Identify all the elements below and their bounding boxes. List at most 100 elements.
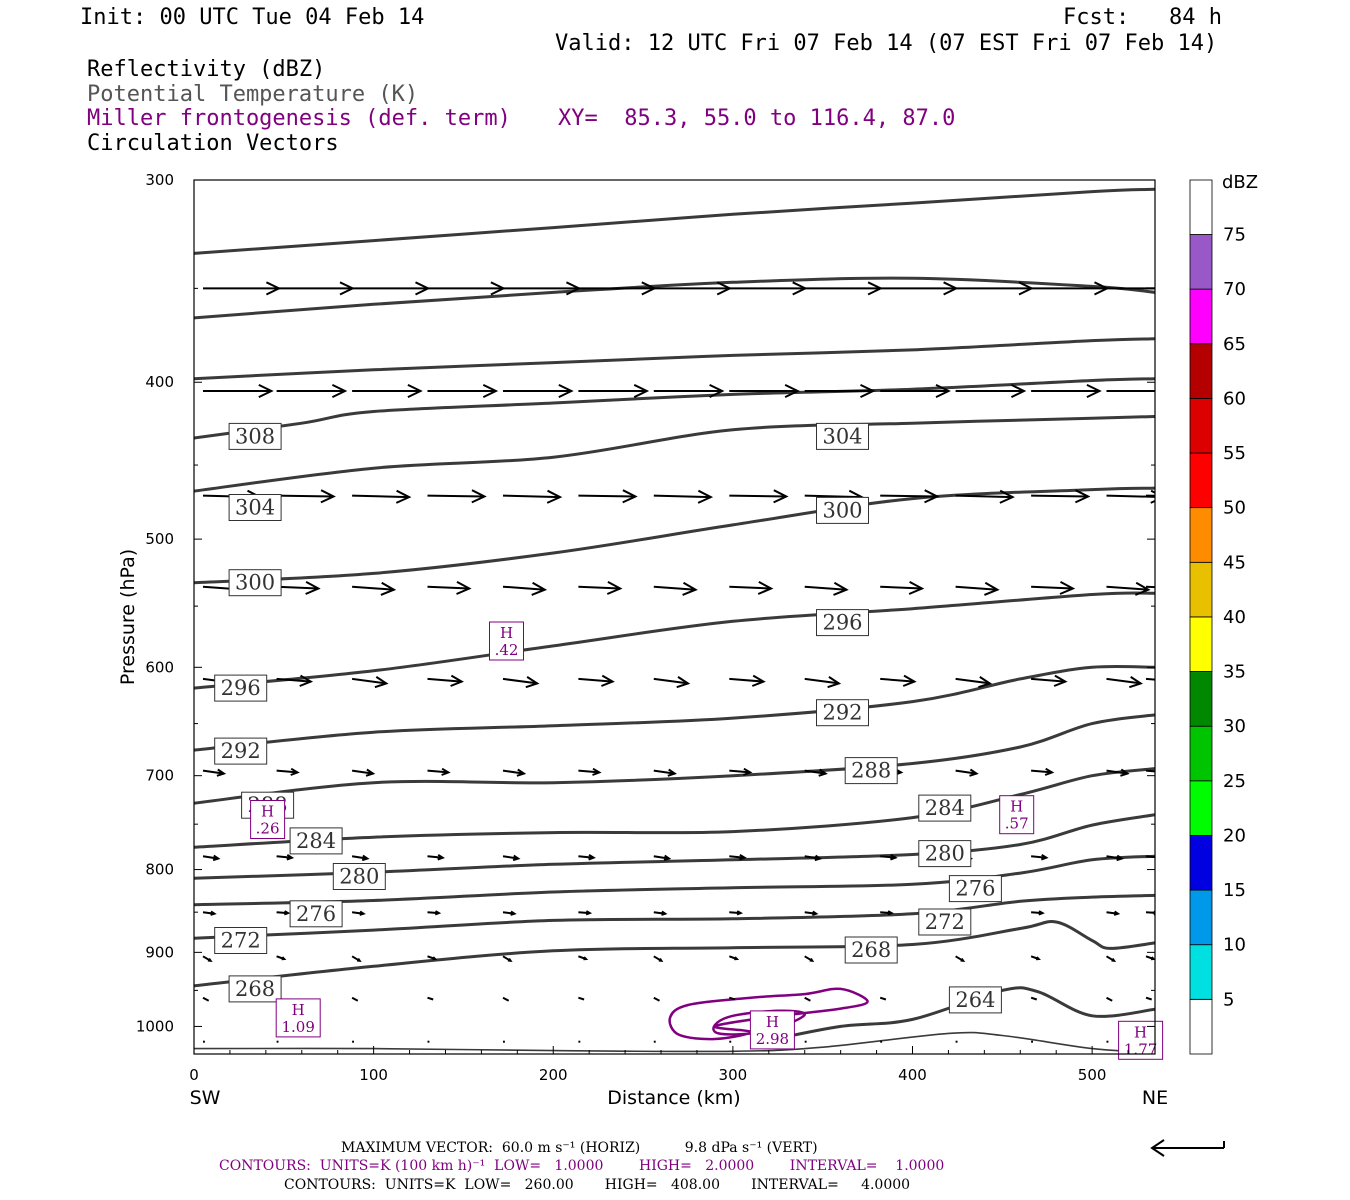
colorbar-swatch xyxy=(1189,835,1213,891)
y-tick-label: 1000 xyxy=(136,1017,174,1035)
fronto-contour-note: CONTOURS: UNITS=K (100 km h)⁻¹ LOW= 1.00… xyxy=(219,1158,945,1174)
colorbar-swatch xyxy=(1189,234,1213,290)
theta-contour-308 xyxy=(194,377,1155,440)
theta-contour-label: 288 xyxy=(844,757,898,785)
theta-contour-note: CONTOURS: UNITS=K LOW= 260.00 HIGH= 408.… xyxy=(284,1177,911,1193)
theta-contour-label: 268 xyxy=(228,975,282,1003)
circulation-vector xyxy=(351,955,362,963)
y-tick-label: 300 xyxy=(145,171,174,189)
svg-text:308: 308 xyxy=(235,424,275,448)
circulation-vector xyxy=(352,489,412,504)
field-circulation-vectors: Circulation Vectors xyxy=(87,131,339,156)
y-tick-label: 400 xyxy=(145,373,174,391)
colorbar-title: dBZ xyxy=(1222,172,1258,193)
circulation-vector xyxy=(352,383,423,399)
x-tick-label: 500 xyxy=(1078,1066,1107,1084)
svg-text:300: 300 xyxy=(822,498,862,522)
circulation-vector xyxy=(1105,955,1117,963)
circulation-vector xyxy=(202,996,210,1002)
circulation-vector xyxy=(427,996,434,1001)
circulation-vector xyxy=(1031,674,1068,687)
circulation-vector xyxy=(653,996,660,1002)
svg-text:296: 296 xyxy=(221,676,261,700)
circulation-vector xyxy=(879,996,887,1001)
circulation-vector xyxy=(427,581,472,595)
theta-contour-label: 280 xyxy=(332,863,386,890)
colorbar-level-label: 55 xyxy=(1223,443,1246,464)
theta-contour-304 xyxy=(194,415,1155,493)
circulation-vector xyxy=(1031,489,1091,504)
theta-contour-label: 268 xyxy=(844,936,898,964)
colorbar-level-label: 35 xyxy=(1223,662,1246,683)
y-tick-label: 600 xyxy=(145,658,174,676)
circulation-vector xyxy=(880,383,951,399)
circulation-vector xyxy=(502,854,521,862)
colorbar-level-label: 15 xyxy=(1223,880,1246,901)
circulation-vector xyxy=(880,674,917,687)
circulation-vector xyxy=(1145,855,1155,859)
circulation-vector xyxy=(804,955,815,963)
circulation-vector xyxy=(276,955,287,961)
circulation-vector xyxy=(202,854,221,862)
theta-contour-label: 284 xyxy=(289,827,343,855)
svg-text:292: 292 xyxy=(822,701,862,725)
field-frontogenesis: Miller frontogenesis (def. term) xyxy=(87,106,511,131)
circulation-vector xyxy=(578,955,589,961)
circulation-vector xyxy=(351,854,370,862)
circulation-vector xyxy=(804,768,828,777)
colorbar-swatch xyxy=(1189,288,1213,345)
circulation-vector xyxy=(427,910,442,916)
circulation-vector xyxy=(1106,996,1113,1002)
circulation-vector xyxy=(427,955,438,961)
circulation-vector xyxy=(578,674,615,687)
circulation-vector xyxy=(427,674,464,687)
circulation-vector xyxy=(1145,677,1155,681)
circulation-vector xyxy=(578,854,596,861)
circulation-vector xyxy=(653,854,672,862)
svg-text:1.09: 1.09 xyxy=(281,1018,314,1036)
circulation-vector xyxy=(427,383,499,399)
circulation-vector xyxy=(653,581,698,596)
x-tick-label: 0 xyxy=(189,1066,199,1084)
circulation-vector xyxy=(729,854,747,861)
theta-contour-320 xyxy=(194,187,1155,255)
svg-text:304: 304 xyxy=(235,496,275,520)
circulation-vector xyxy=(276,674,314,687)
fronto-maximum-label: H1.09 xyxy=(275,998,321,1038)
circulation-vector xyxy=(203,383,274,399)
svg-text:.57: .57 xyxy=(1005,815,1029,833)
circulation-vector xyxy=(1145,769,1155,773)
svg-text:H: H xyxy=(261,803,274,821)
fronto-maximum-label: H2.98 xyxy=(749,1010,795,1050)
circulation-vector xyxy=(729,581,774,595)
theta-contour-label: 300 xyxy=(816,496,869,524)
circulation-vector xyxy=(276,383,348,399)
x-axis-label: Distance (km) xyxy=(607,1087,740,1109)
theta-contour-label: 280 xyxy=(918,840,972,868)
circulation-vector xyxy=(955,581,1000,596)
theta-contour-label: 272 xyxy=(918,908,972,936)
svg-text:272: 272 xyxy=(925,910,965,934)
x-tick-label: 100 xyxy=(359,1066,388,1084)
colorbar-swatch xyxy=(1189,397,1213,454)
x-tick-label: 400 xyxy=(898,1066,927,1084)
svg-text:2.98: 2.98 xyxy=(756,1030,789,1048)
circulation-vector xyxy=(578,996,585,1001)
y-axis-label: Pressure (hPa) xyxy=(117,549,139,685)
circulation-vector xyxy=(955,676,993,689)
circulation-vector xyxy=(653,955,664,963)
circulation-vector xyxy=(729,674,766,687)
colorbar-swatch xyxy=(1189,671,1213,727)
x-tick-label: 200 xyxy=(539,1066,568,1084)
circulation-vector xyxy=(653,383,725,399)
colorbar-swatch xyxy=(1189,944,1213,1000)
colorbar-swatch xyxy=(1189,725,1213,782)
svg-text:H: H xyxy=(292,1001,305,1019)
svg-text:280: 280 xyxy=(925,842,965,866)
theta-contour-label: 304 xyxy=(816,422,869,450)
circulation-vector xyxy=(653,489,714,504)
circulation-vector xyxy=(653,768,677,777)
colorbar-level-label: 40 xyxy=(1223,607,1246,628)
circulation-vector xyxy=(352,581,397,596)
theta-contour-296 xyxy=(194,591,1155,690)
